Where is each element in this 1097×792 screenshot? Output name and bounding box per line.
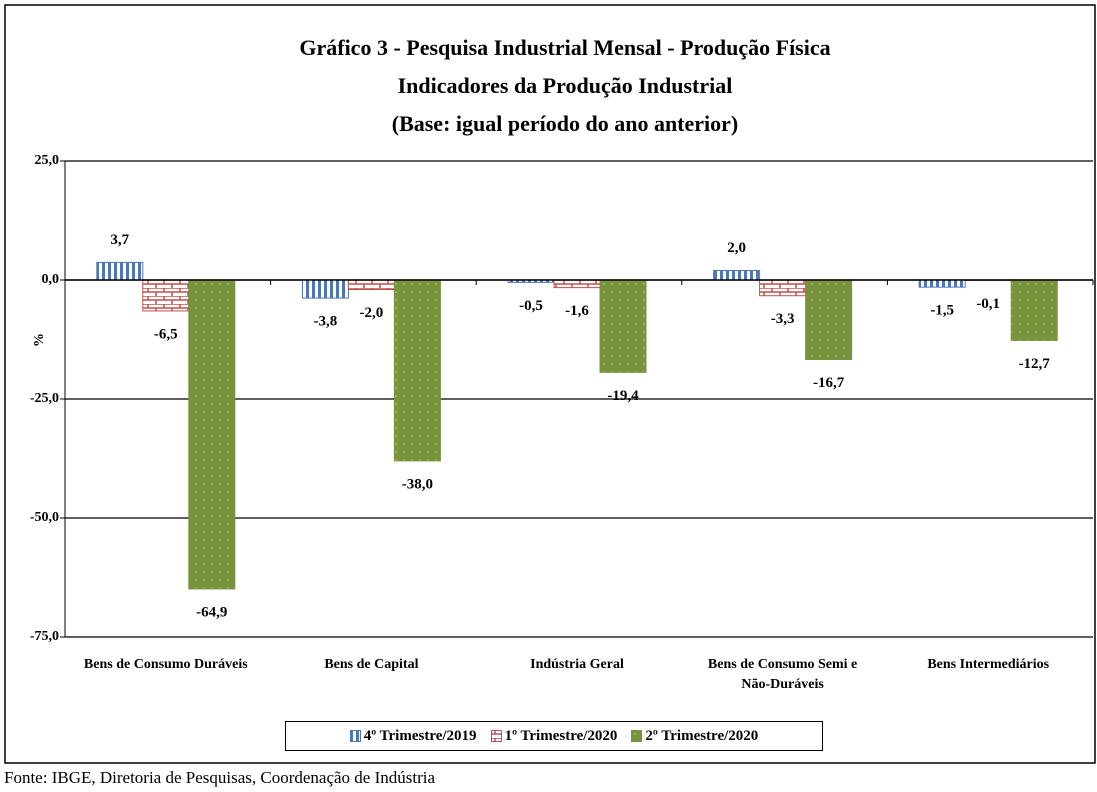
bar <box>347 279 395 291</box>
data-label: -1,6 <box>565 303 589 319</box>
bar <box>1010 279 1058 341</box>
x-tick-label: Bens Intermediários <box>927 657 1050 672</box>
bar <box>393 279 441 462</box>
legend-swatch-fill <box>349 730 361 742</box>
chart-title: (Base: igual período do ano anterior) <box>392 111 739 136</box>
data-label: 2,0 <box>727 240 746 256</box>
bar <box>188 279 236 590</box>
source-note: Fonte: IBGE, Diretoria de Pesquisas, Coo… <box>4 768 436 787</box>
chart-frame <box>4 4 1096 764</box>
legend-swatch <box>349 730 361 742</box>
bar <box>805 279 853 360</box>
y-tick-label: 0,0 <box>42 272 60 287</box>
legend-item: 1º Trimestre/2020 <box>490 727 618 745</box>
y-tick-label: -25,0 <box>30 391 59 406</box>
data-label: 3,7 <box>110 232 129 248</box>
chart-title: Gráfico 3 - Pesquisa Industrial Mensal -… <box>299 35 830 60</box>
legend-label: 1º Trimestre/2020 <box>504 727 618 744</box>
data-label: -19,4 <box>607 388 639 404</box>
legend-swatch <box>490 730 502 742</box>
data-label: -1,5 <box>930 303 954 319</box>
data-label: -16,7 <box>813 375 845 391</box>
bar <box>553 279 601 289</box>
legend-swatch <box>631 730 643 742</box>
legend-label: 2º Trimestre/2020 <box>645 727 759 744</box>
data-label: -3,8 <box>314 314 338 330</box>
legend-label: 4º Trimestre/2019 <box>363 727 477 744</box>
bar <box>599 279 647 373</box>
bar <box>142 279 190 312</box>
y-axis-label: % <box>32 333 47 347</box>
x-tick-label: Bens de Consumo Duráveis <box>83 657 248 672</box>
chart-title: Indicadores da Produção Industrial <box>398 73 733 98</box>
x-tick-label: Bens de Consumo Semi e Não-Duráveis <box>707 657 858 692</box>
data-label: -38,0 <box>402 476 433 492</box>
bar <box>759 279 807 297</box>
x-tick-label: Bens de Capital <box>324 657 419 672</box>
legend-swatch-fill <box>490 730 502 742</box>
bar <box>713 269 761 281</box>
y-tick-label: 25,0 <box>35 153 60 168</box>
data-label: -2,0 <box>360 305 384 321</box>
legend-item: 4º Trimestre/2019 <box>349 727 477 745</box>
legend: 4º Trimestre/2019 1º Trimestre/2020 2º Tri… <box>285 721 823 751</box>
bar <box>96 261 144 281</box>
data-label: -0,1 <box>976 296 1000 312</box>
data-label: -12,7 <box>1019 356 1051 372</box>
bar <box>918 279 966 288</box>
data-label: -64,9 <box>196 604 227 620</box>
bar <box>301 279 349 299</box>
data-label: -0,5 <box>519 298 543 314</box>
y-tick-label: -50,0 <box>30 510 59 525</box>
y-tick-label: -75,0 <box>30 629 59 644</box>
data-label: -6,5 <box>154 326 178 342</box>
legend-item: 2º Trimestre/2020 <box>631 728 758 745</box>
data-label: -3,3 <box>771 311 795 327</box>
legend-swatch-fill <box>631 730 643 742</box>
x-tick-label: Indústria Geral <box>530 657 624 672</box>
